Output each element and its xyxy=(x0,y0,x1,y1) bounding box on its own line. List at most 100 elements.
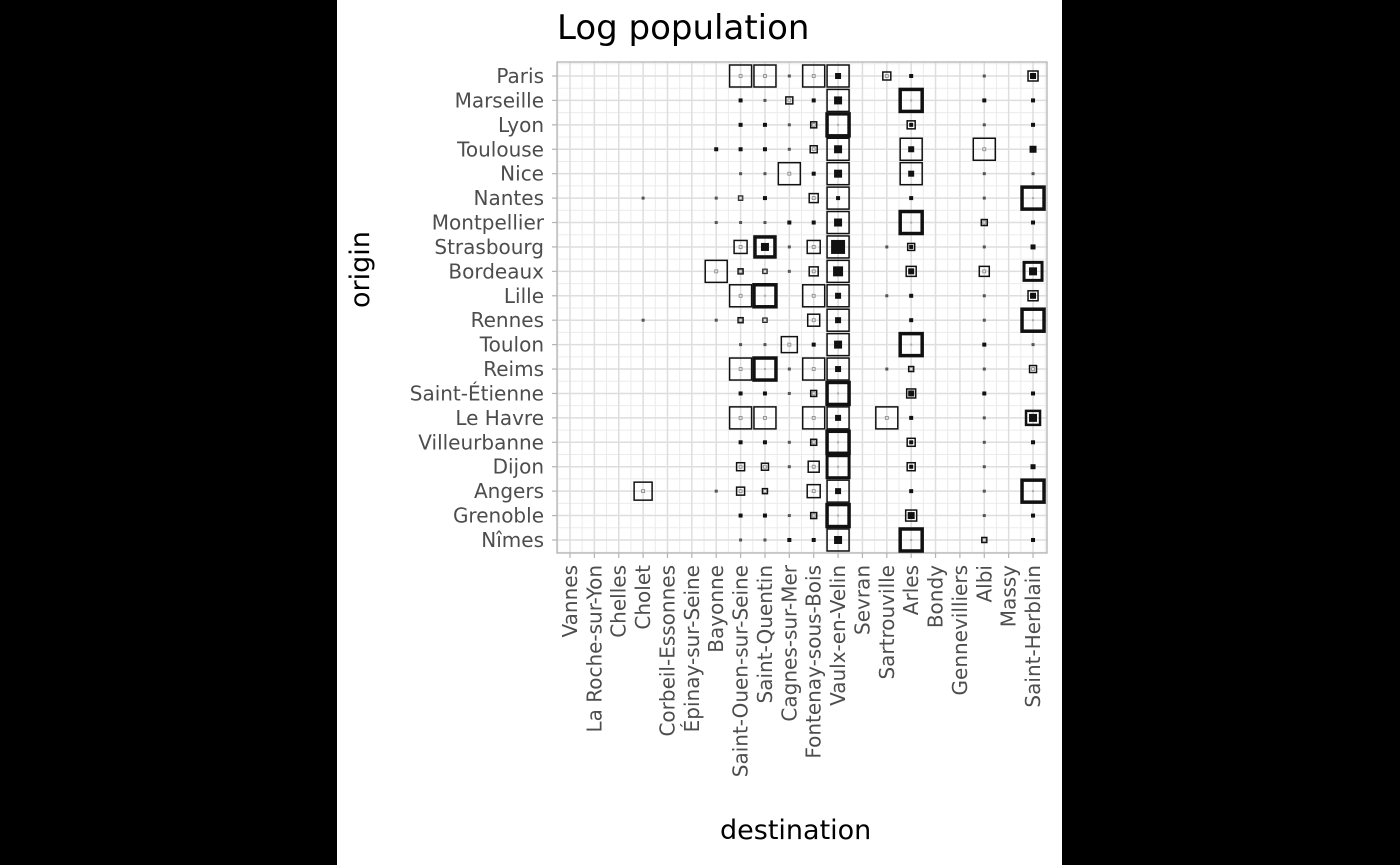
heatmap-cell xyxy=(763,98,767,102)
heatmap-cell xyxy=(898,87,924,114)
heatmap-cell xyxy=(761,487,769,495)
heatmap-cell xyxy=(787,74,791,78)
heatmap-cell xyxy=(905,388,917,399)
x-tick-label: Albi xyxy=(972,565,996,603)
heatmap-cell xyxy=(714,196,718,200)
heatmap-cell xyxy=(641,196,645,200)
heatmap-cell xyxy=(981,536,988,544)
heatmap-cell xyxy=(752,356,778,382)
x-tick-label: Épinay-sur-Seine xyxy=(680,565,704,732)
heatmap-cell xyxy=(753,406,777,430)
heatmap-cell xyxy=(737,268,744,275)
heatmap-cell xyxy=(806,483,821,499)
x-tick-label: Cagnes-sur-Mer xyxy=(777,564,801,721)
heatmap-cell xyxy=(728,64,753,88)
chart-area: Vannes La Roche-sur-Yon Chelles Cholet Corbe… xyxy=(337,0,1062,865)
heatmap-cell xyxy=(737,195,744,201)
heatmap-cell xyxy=(763,343,767,347)
heatmap-cell xyxy=(825,502,851,529)
heatmap-cell xyxy=(1029,145,1037,153)
heatmap-cell xyxy=(714,147,719,152)
heatmap-cell xyxy=(907,365,915,373)
heatmap-cell xyxy=(826,64,850,88)
heatmap-cell xyxy=(826,528,850,552)
heatmap-cell xyxy=(899,137,923,162)
heatmap-cell xyxy=(728,357,753,381)
y-tick-label: Lyon xyxy=(498,113,544,137)
x-tick-label: Vaulx-en-Velin xyxy=(826,565,850,706)
heatmap-cell xyxy=(763,538,767,542)
y-axis-title: origin xyxy=(345,231,376,308)
heatmap-cell xyxy=(787,245,791,249)
heatmap-cell xyxy=(885,367,889,371)
heatmap-cell xyxy=(801,406,826,430)
x-tick-label: Cholet xyxy=(631,565,655,630)
heatmap-cell xyxy=(1027,70,1039,82)
heatmap-cell xyxy=(787,514,791,518)
heatmap-cell xyxy=(735,461,746,472)
heatmap-cell xyxy=(760,462,770,471)
y-tick-label: Dijon xyxy=(493,455,544,479)
y-tick-label: Villeurbanne xyxy=(418,430,544,454)
heatmap-cell xyxy=(982,440,986,444)
heatmap-cell xyxy=(801,64,826,88)
heatmap-cell xyxy=(633,481,653,501)
heatmap-cell xyxy=(906,461,916,472)
y-tick-label: Le Havre xyxy=(455,406,544,430)
heatmap-cell xyxy=(1030,464,1036,470)
heatmap-cell xyxy=(825,380,851,407)
heatmap-cell xyxy=(777,161,802,186)
heatmap-cell xyxy=(826,235,850,259)
heatmap-cell xyxy=(807,460,820,473)
heatmap-cell xyxy=(909,293,914,298)
y-tick-label: Angers xyxy=(474,479,544,503)
heatmap-cell xyxy=(980,218,989,227)
heatmap-cell xyxy=(738,98,743,103)
heatmap-cell xyxy=(1031,440,1036,445)
heatmap-cell xyxy=(909,196,914,201)
heatmap-cell xyxy=(738,122,743,127)
heatmap-cell xyxy=(762,268,768,275)
heatmap-cell xyxy=(909,318,914,323)
heatmap-cell xyxy=(739,343,743,347)
heatmap-cell xyxy=(739,538,743,542)
x-tick-label: Vannes xyxy=(558,565,582,637)
heatmap-cell xyxy=(739,172,743,176)
y-tick-label: Toulon xyxy=(479,333,544,357)
heatmap-cell xyxy=(714,318,718,322)
heatmap-cell xyxy=(763,221,767,225)
heatmap-cell xyxy=(762,122,767,127)
heatmap-cell xyxy=(753,235,777,259)
x-tick-label: Sevran xyxy=(850,565,874,635)
x-axis-title: destination xyxy=(720,815,872,846)
heatmap-cell xyxy=(787,465,791,469)
heatmap-cell xyxy=(826,186,850,210)
heatmap-cell xyxy=(787,269,791,273)
heatmap-cell xyxy=(801,357,826,381)
heatmap-cell xyxy=(1020,307,1046,333)
x-tick-label: Chelles xyxy=(607,565,631,638)
heatmap-cell xyxy=(982,391,987,396)
heatmap-cell xyxy=(875,406,899,430)
y-tick-label: Strasbourg xyxy=(434,235,544,259)
heatmap-cell xyxy=(811,537,816,542)
heatmap-cell xyxy=(899,161,923,186)
heatmap-cell xyxy=(787,391,791,395)
heatmap-cell xyxy=(1031,391,1036,396)
heatmap-cell xyxy=(1030,244,1036,250)
heatmap-cell xyxy=(826,137,850,162)
heatmap-cell xyxy=(806,239,821,255)
heatmap-cell xyxy=(762,317,768,323)
heatmap-cell xyxy=(787,147,791,151)
heatmap-cell xyxy=(825,429,851,456)
heatmap-cell xyxy=(909,489,914,494)
heatmap-cell xyxy=(826,259,850,284)
x-tick-label: Gennevilliers xyxy=(948,565,972,695)
heatmap-cell xyxy=(826,332,850,357)
heatmap-cell xyxy=(806,313,821,327)
heatmap-cell xyxy=(714,489,718,493)
heatmap-cell xyxy=(909,415,914,420)
chart-title: Log population xyxy=(557,8,810,48)
heatmap-cell xyxy=(714,221,718,225)
heatmap-cell xyxy=(1022,260,1044,282)
